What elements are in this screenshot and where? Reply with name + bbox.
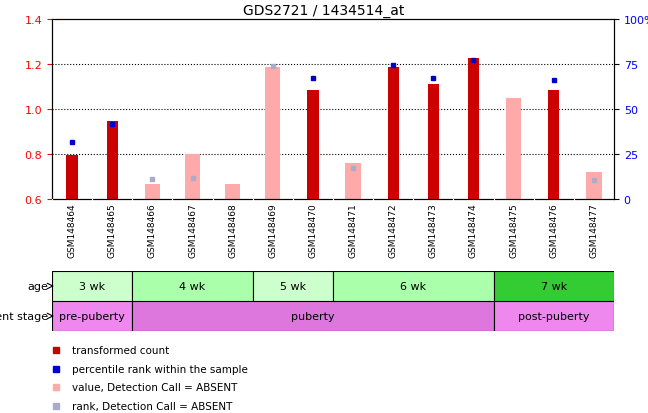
- Bar: [506, 99, 521, 199]
- Text: GSM148471: GSM148471: [349, 203, 358, 258]
- Text: GSM148465: GSM148465: [108, 203, 117, 258]
- Text: pre-puberty: pre-puberty: [59, 311, 125, 321]
- Text: 4 wk: 4 wk: [179, 281, 205, 291]
- Text: 7 wk: 7 wk: [540, 281, 567, 291]
- Text: transformed count: transformed count: [72, 345, 169, 355]
- Text: GSM148464: GSM148464: [67, 203, 76, 258]
- Bar: [388, 68, 399, 199]
- Text: GSM148472: GSM148472: [389, 203, 398, 258]
- Text: 3 wk: 3 wk: [79, 281, 105, 291]
- Bar: [52, 271, 132, 301]
- Text: rank, Detection Call = ABSENT: rank, Detection Call = ABSENT: [72, 401, 232, 411]
- Bar: [548, 91, 559, 199]
- Bar: [106, 122, 118, 199]
- Bar: [132, 271, 253, 301]
- Text: value, Detection Call = ABSENT: value, Detection Call = ABSENT: [72, 382, 237, 392]
- Text: GSM148467: GSM148467: [188, 203, 197, 258]
- Text: post-puberty: post-puberty: [518, 311, 590, 321]
- Bar: [67, 156, 78, 199]
- Bar: [468, 59, 479, 199]
- Text: GSM148474: GSM148474: [469, 203, 478, 258]
- Text: age: age: [27, 281, 48, 291]
- Text: GSM148470: GSM148470: [308, 203, 318, 258]
- Bar: [494, 301, 614, 331]
- Text: GSM148477: GSM148477: [590, 203, 599, 258]
- Text: GSM148476: GSM148476: [550, 203, 559, 258]
- Bar: [265, 68, 281, 199]
- Text: percentile rank within the sample: percentile rank within the sample: [72, 364, 248, 374]
- Bar: [345, 164, 361, 199]
- Text: GSM148468: GSM148468: [228, 203, 237, 258]
- Bar: [225, 185, 240, 199]
- Bar: [145, 185, 160, 199]
- Text: GSM148475: GSM148475: [509, 203, 518, 258]
- Bar: [307, 91, 319, 199]
- Text: development stage: development stage: [0, 311, 48, 321]
- Bar: [52, 301, 132, 331]
- Bar: [185, 154, 200, 199]
- Bar: [428, 85, 439, 199]
- Text: 5 wk: 5 wk: [280, 281, 306, 291]
- Text: puberty: puberty: [291, 311, 335, 321]
- Bar: [494, 271, 614, 301]
- Text: GDS2721 / 1434514_at: GDS2721 / 1434514_at: [243, 4, 405, 18]
- Bar: [253, 271, 333, 301]
- Text: GSM148469: GSM148469: [268, 203, 277, 258]
- Text: 6 wk: 6 wk: [400, 281, 426, 291]
- Text: GSM148466: GSM148466: [148, 203, 157, 258]
- Text: GSM148473: GSM148473: [429, 203, 438, 258]
- Bar: [333, 271, 494, 301]
- Bar: [132, 301, 494, 331]
- Bar: [586, 173, 601, 199]
